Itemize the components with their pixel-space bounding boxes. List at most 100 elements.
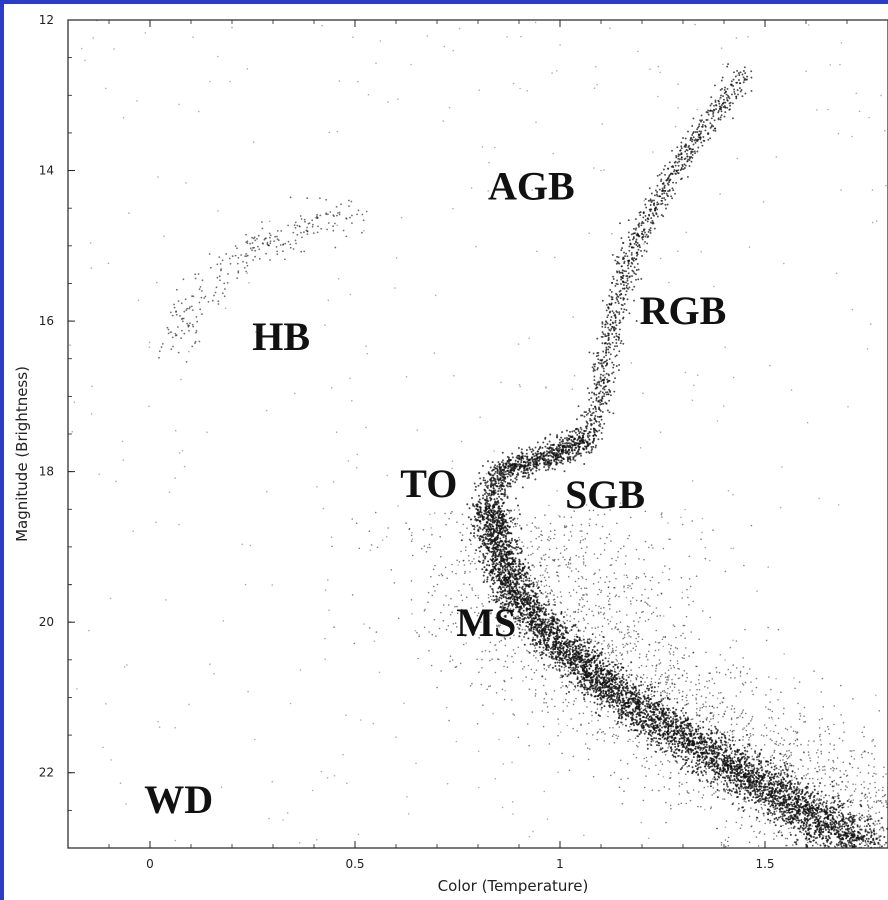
star-point [717, 737, 720, 740]
star-point [686, 588, 688, 591]
star-point [691, 759, 693, 761]
star-point [572, 703, 575, 706]
star-point [736, 723, 738, 726]
star-point [376, 546, 379, 549]
star-point [128, 212, 130, 214]
star-point [727, 490, 730, 492]
star-point [497, 587, 500, 590]
star-point [881, 789, 884, 792]
star-point [576, 730, 578, 732]
star-point [668, 568, 671, 570]
star-point [328, 131, 331, 134]
star-point [148, 341, 151, 344]
star-point [788, 809, 791, 812]
star-point [725, 771, 728, 774]
star-point [533, 671, 536, 674]
star-point [434, 294, 437, 297]
star-point [567, 563, 570, 566]
star-point [518, 538, 521, 541]
star-point [485, 472, 488, 475]
star-point [689, 689, 691, 691]
star-point [562, 685, 564, 687]
star-point [668, 745, 670, 747]
star-point [774, 724, 777, 727]
star-point [609, 509, 611, 511]
star-point [777, 744, 780, 747]
star-point [712, 529, 714, 531]
star-point [808, 826, 810, 828]
star-point [405, 522, 407, 524]
star-point [646, 707, 649, 709]
star-point [541, 710, 544, 712]
star-point [828, 732, 831, 735]
star-point [544, 678, 547, 680]
star-point [839, 823, 842, 825]
star-point [469, 518, 472, 521]
star-point [369, 549, 372, 551]
star-point [102, 746, 104, 749]
star-point [644, 601, 646, 603]
star-point [494, 146, 496, 149]
star-point [324, 589, 327, 591]
star-point [863, 750, 866, 752]
star-point [577, 620, 580, 623]
star-point [642, 392, 644, 395]
star-point [481, 658, 483, 661]
star-point [755, 836, 758, 838]
star-point [678, 689, 680, 691]
star-point [668, 643, 670, 646]
star-point [579, 599, 581, 601]
star-point [849, 801, 852, 804]
star-point [568, 691, 570, 693]
star-point [782, 794, 785, 797]
star-point [509, 637, 512, 639]
star-point [682, 714, 685, 717]
star-point [739, 827, 742, 830]
star-point [791, 779, 793, 781]
star-point [686, 766, 688, 768]
star-point [569, 615, 572, 617]
star-point [651, 695, 653, 698]
star-point [578, 556, 580, 558]
star-point [701, 531, 703, 534]
star-point [599, 728, 601, 731]
star-point [136, 100, 138, 102]
star-point [723, 798, 726, 800]
star-point [499, 565, 502, 568]
star-point [735, 761, 738, 763]
star-point [769, 730, 772, 732]
star-point [537, 580, 540, 582]
star-point [650, 702, 653, 705]
star-point [664, 672, 667, 674]
star-point [533, 566, 536, 568]
star-point [449, 660, 451, 663]
star-point [474, 536, 476, 539]
star-point [600, 731, 603, 734]
star-point [669, 686, 672, 688]
star-point [620, 631, 623, 633]
star-point [745, 725, 748, 727]
star-point [608, 704, 611, 707]
star-point [649, 68, 651, 70]
star-point [818, 727, 821, 729]
star-point [449, 655, 452, 657]
star-point [691, 480, 694, 482]
star-point [423, 610, 426, 612]
star-point [465, 596, 468, 599]
star-point [765, 639, 768, 642]
star-point [516, 522, 518, 525]
star-point [512, 713, 514, 715]
star-point [705, 651, 707, 654]
star-point [672, 624, 675, 626]
star-point [817, 790, 819, 793]
star-point [871, 806, 873, 808]
star-point [618, 786, 621, 789]
star-point [803, 715, 805, 718]
star-point [583, 834, 585, 837]
star-point [577, 629, 580, 632]
star-point [822, 705, 825, 708]
star-point [635, 548, 638, 551]
star-point [573, 635, 576, 638]
star-point [611, 628, 613, 630]
star-point [582, 712, 585, 715]
